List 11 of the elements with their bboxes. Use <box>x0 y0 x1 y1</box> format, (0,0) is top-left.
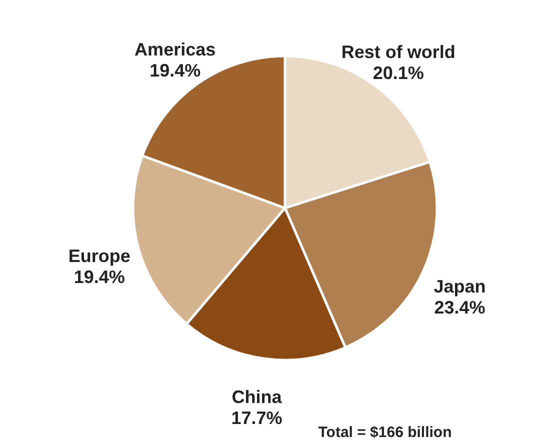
slice-label: Rest of world <box>341 42 456 62</box>
data-label: 17.7% <box>231 408 282 428</box>
slice-label: China <box>232 386 283 407</box>
slice-label: Americas <box>134 40 216 60</box>
data-label: 23.4% <box>434 298 486 318</box>
slice-label: Japan <box>434 276 486 297</box>
text: Total = $166 billion <box>318 424 452 441</box>
slice-label: Europe <box>68 246 130 266</box>
data-label: 20.1% <box>372 63 424 84</box>
data-label: 19.4% <box>150 60 201 81</box>
data-label: 19.4% <box>74 266 125 287</box>
